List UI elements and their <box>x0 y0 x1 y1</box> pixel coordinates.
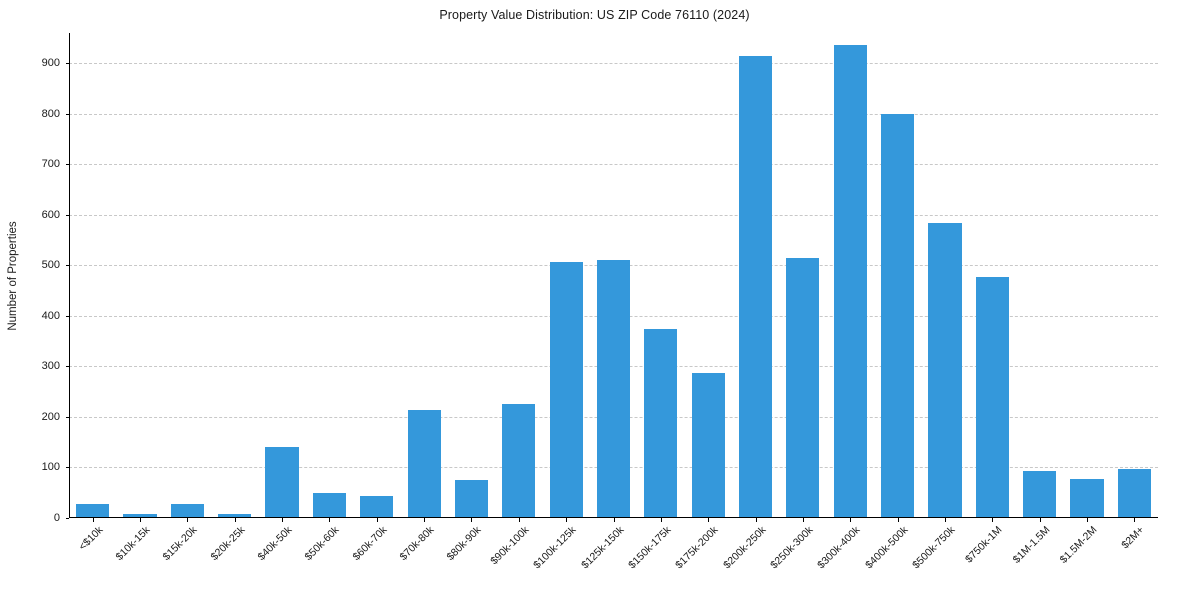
x-tick-label: $750k-1M <box>963 524 1005 566</box>
x-tick-label: $20k-25k <box>208 524 248 564</box>
x-tick-mark <box>282 518 284 522</box>
x-tick-label: $400k-500k <box>862 524 911 572</box>
x-tick-label: $10k-15k <box>113 524 153 564</box>
x-tick-mark <box>660 518 662 522</box>
x-tick-label: $200k-250k <box>720 524 769 572</box>
x-tick-label: $40k-50k <box>255 524 295 564</box>
x-tick-label: $80k-90k <box>444 524 484 564</box>
gridline <box>69 214 1158 216</box>
x-tick-label: $1M-1.5M <box>1010 524 1053 566</box>
bar <box>407 409 441 518</box>
bar <box>596 260 631 518</box>
plot-area: Number of Properties 0 100 200 300 400 500 600… <box>7 33 1158 571</box>
y-tick-mark <box>65 164 69 166</box>
y-tick-label: 400 <box>41 309 60 322</box>
bar <box>265 446 299 518</box>
bar <box>1070 478 1104 518</box>
bar <box>170 503 204 518</box>
y-tick-mark <box>65 467 69 469</box>
x-tick-mark <box>850 518 852 522</box>
y-tick-label: 900 <box>41 57 60 70</box>
x-tick-mark <box>755 518 757 522</box>
y-tick-mark <box>65 214 69 216</box>
bar <box>881 113 915 518</box>
y-tick-label: 800 <box>41 107 60 120</box>
y-tick-label: 0 <box>53 512 60 524</box>
x-tick-mark <box>424 518 426 522</box>
y-tick-label: 600 <box>41 208 60 221</box>
x-tick-mark <box>944 518 946 522</box>
x-tick-mark <box>897 518 899 522</box>
x-tick-label: $50k-60k <box>302 524 342 564</box>
x-tick-label: $100k-125k <box>531 524 579 572</box>
x-tick-mark <box>1134 518 1136 522</box>
x-tick-mark <box>187 518 189 522</box>
chart-title: Property Value Distribution: US ZIP Code… <box>439 8 750 22</box>
bar <box>786 258 820 518</box>
x-tick-label: <$10k <box>76 524 106 553</box>
bar <box>218 514 252 518</box>
x-tick-mark <box>329 518 331 522</box>
y-tick-mark <box>65 265 69 267</box>
x-tick-label: $500k-750k <box>910 524 958 572</box>
x-tick-label: $90k-100k <box>488 524 532 568</box>
y-tick-label: 500 <box>41 259 60 272</box>
bar <box>123 513 157 518</box>
gridline <box>69 164 1158 166</box>
x-tick-mark <box>1039 518 1041 522</box>
bar <box>312 493 346 518</box>
bar <box>644 329 678 518</box>
y-tick-mark <box>65 366 69 368</box>
bar <box>975 277 1009 518</box>
axes-frame <box>69 33 1158 518</box>
x-tick-mark <box>234 518 236 522</box>
y-tick-label: 100 <box>41 461 60 474</box>
x-tick-mark <box>992 518 994 522</box>
x-tick-label: $1.5M-2M <box>1057 524 1100 566</box>
bar <box>691 372 725 518</box>
x-tick-mark <box>802 518 804 522</box>
gridline <box>69 63 1158 65</box>
x-tick-mark <box>140 518 142 522</box>
y-tick-mark <box>65 518 69 519</box>
x-tick-label: $125k-150k <box>578 524 626 572</box>
bar <box>1117 468 1151 518</box>
x-tick-label: $150k-175k <box>626 524 674 572</box>
bar <box>1023 470 1057 518</box>
bar <box>738 55 773 518</box>
bar <box>360 496 394 518</box>
y-tick-label: 700 <box>41 158 60 171</box>
bar <box>76 503 110 518</box>
x-tick-mark <box>1086 518 1088 522</box>
y-tick-label: 300 <box>41 360 60 373</box>
x-tick-mark <box>518 518 520 522</box>
x-tick-label: $2M+ <box>1119 524 1147 552</box>
x-tick-label: $300k-400k <box>815 524 863 572</box>
x-tick-label: $60k-70k <box>350 524 390 564</box>
gridline <box>69 113 1158 115</box>
bar <box>833 44 867 518</box>
y-tick-mark <box>65 315 69 317</box>
bar <box>549 261 583 518</box>
y-tick-mark <box>65 113 69 115</box>
bar <box>502 404 536 518</box>
x-tick-label: $70k-80k <box>397 524 437 564</box>
y-tick-mark <box>65 63 69 65</box>
x-tick-mark <box>566 518 568 522</box>
x-tick-mark <box>613 518 615 522</box>
x-tick-label: $15k-20k <box>160 524 200 564</box>
x-tick-mark <box>92 518 94 522</box>
y-tick-label: 200 <box>41 410 60 423</box>
y-tick-mark <box>65 416 69 418</box>
bar <box>454 480 489 518</box>
x-tick-mark <box>471 518 473 522</box>
x-tick-mark <box>708 518 710 522</box>
bar <box>928 223 962 518</box>
x-tick-mark <box>376 518 378 522</box>
x-tick-label: $250k-300k <box>768 524 816 572</box>
x-tick-label: $175k-200k <box>673 524 721 572</box>
